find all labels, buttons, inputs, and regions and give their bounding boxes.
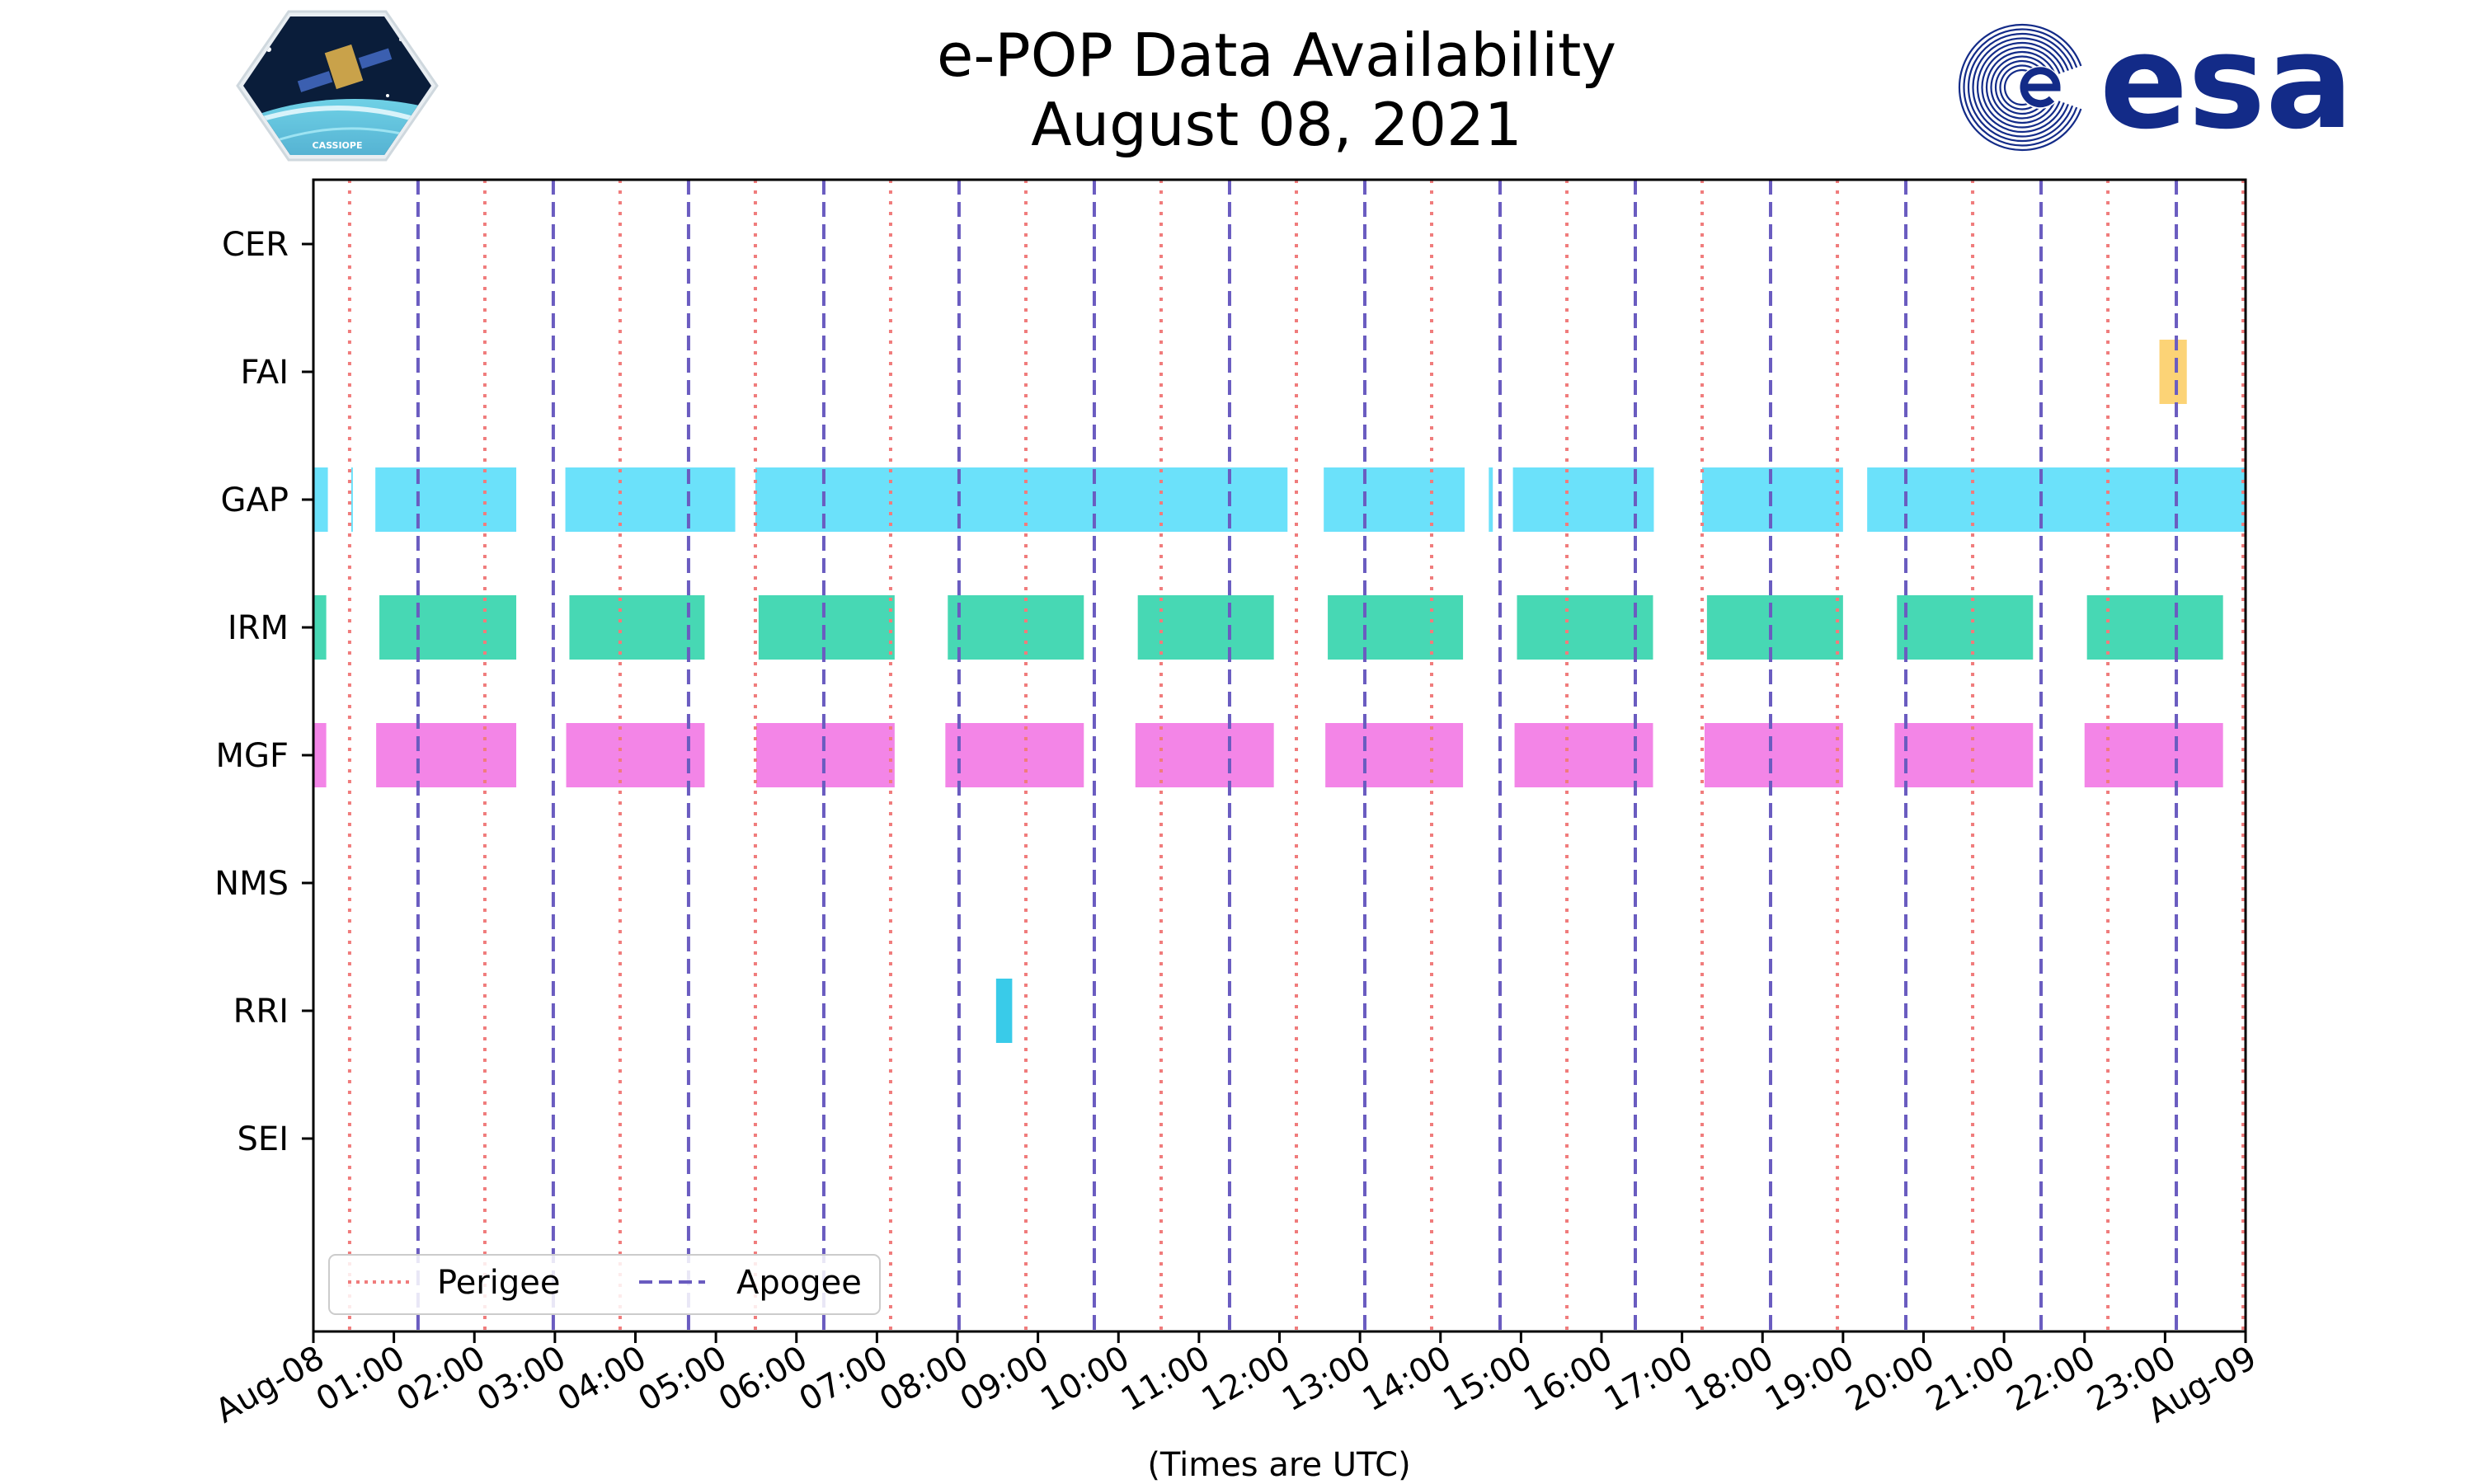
bar-gap-4 xyxy=(565,467,736,532)
x-tick-label-13:00: 13:00 xyxy=(1276,1339,1377,1419)
x-tick-label-06:00: 06:00 xyxy=(713,1339,814,1419)
y-axis: CER FAI GAP IRM MGF NMS RRI SEI xyxy=(214,226,313,1158)
x-tick-label-19:00: 19:00 xyxy=(1759,1339,1860,1419)
bar-mgf-6 xyxy=(1135,723,1274,787)
x-tick-label-14:00: 14:00 xyxy=(1357,1339,1458,1419)
bar-irm-2 xyxy=(379,595,517,660)
esa-swirl-arc-2 xyxy=(1963,28,2078,147)
data-bars xyxy=(313,340,2246,1043)
x-tick-label-01:00: 01:00 xyxy=(310,1339,412,1419)
bar-mgf-7 xyxy=(1325,723,1464,787)
bar-gap-9 xyxy=(1702,467,1843,532)
bar-rri-1 xyxy=(995,979,1013,1043)
bar-gap-6 xyxy=(1324,467,1465,532)
esa-logo: esa xyxy=(1958,7,2354,158)
x-tick-label-02:00: 02:00 xyxy=(390,1339,492,1419)
x-tick-label-11:00: 11:00 xyxy=(1115,1339,1216,1419)
bar-mgf-4 xyxy=(755,723,895,787)
bar-irm-1 xyxy=(313,595,327,660)
esa-swirl-arc-5 xyxy=(1976,41,2065,134)
x-axis-label: (Times are UTC) xyxy=(1147,1446,1410,1484)
bar-irm-3 xyxy=(569,595,705,660)
bar-mgf-8 xyxy=(1514,723,1653,787)
esa-swirl-mark xyxy=(1958,23,2082,152)
orbit-event-lines xyxy=(347,180,2246,1331)
x-tick-label-18:00: 18:00 xyxy=(1678,1339,1780,1419)
chart-title-line-2: August 08, 2021 xyxy=(1031,90,1522,159)
bar-gap-5 xyxy=(755,467,1288,532)
x-tick-label-10:00: 10:00 xyxy=(1034,1339,1136,1419)
y-tick-label-fai: FAI xyxy=(241,354,289,392)
x-tick-label-15:00: 15:00 xyxy=(1437,1339,1539,1419)
bar-irm-5 xyxy=(948,595,1084,660)
legend-box xyxy=(328,1254,881,1315)
bar-gap-7 xyxy=(1489,467,1493,532)
x-tick-label-03:00: 03:00 xyxy=(471,1339,572,1419)
bar-gap-1 xyxy=(313,467,328,532)
y-tick-label-cer: CER xyxy=(222,226,289,264)
bar-mgf-11 xyxy=(2084,723,2223,787)
y-tick-label-mgf: MGF xyxy=(215,737,289,775)
bar-irm-4 xyxy=(758,595,895,660)
y-tick-label-gap: GAP xyxy=(221,481,289,519)
x-tick-label-21:00: 21:00 xyxy=(1920,1339,2021,1419)
esa-swirl-arc-10 xyxy=(1999,64,2044,110)
bar-gap-10 xyxy=(1867,467,2246,532)
x-tick-label-05:00: 05:00 xyxy=(632,1339,733,1419)
bar-mgf-1 xyxy=(313,723,327,787)
esa-swirl-arc-6 xyxy=(1981,46,2061,129)
legend: Perigee Apogee xyxy=(328,1254,881,1315)
bar-gap-2 xyxy=(350,467,353,532)
esa-swirl-arc-7 xyxy=(1985,50,2057,124)
x-tick-label-07:00: 07:00 xyxy=(793,1339,895,1419)
x-tick-label-17:00: 17:00 xyxy=(1598,1339,1700,1419)
esa-swirl-arc-4 xyxy=(1972,37,2069,138)
y-tick-label-irm: IRM xyxy=(228,609,289,647)
x-tick-label-20:00: 20:00 xyxy=(1840,1339,1941,1419)
bar-gap-3 xyxy=(375,467,517,532)
bar-mgf-3 xyxy=(566,723,705,787)
esa-swirl-arc-9 xyxy=(1994,59,2048,115)
y-tick-label-nms: NMS xyxy=(214,865,289,903)
legend-apogee-label: Apogee xyxy=(736,1264,862,1302)
bar-fai-1 xyxy=(2159,340,2187,404)
x-tick-label-22:00: 22:00 xyxy=(2001,1339,2102,1419)
bar-irm-7 xyxy=(1328,595,1464,660)
bar-mgf-10 xyxy=(1894,723,2034,787)
bar-mgf-2 xyxy=(376,723,517,787)
x-tick-label-09:00: 09:00 xyxy=(954,1339,1056,1419)
esa-swirl-arc-8 xyxy=(1990,55,2053,120)
x-tick-label-08:00: 08:00 xyxy=(873,1339,975,1419)
bar-irm-6 xyxy=(1137,595,1274,660)
esa-wordmark: esa xyxy=(2100,7,2354,158)
y-tick-label-sei: SEI xyxy=(238,1120,289,1158)
chart-title-line-1: e-POP Data Availability xyxy=(937,21,1616,90)
bar-irm-10 xyxy=(1897,595,2034,660)
bar-mgf-9 xyxy=(1704,723,1843,787)
esa-swirl-arc-3 xyxy=(1967,32,2074,143)
legend-perigee-label: Perigee xyxy=(437,1264,560,1302)
bar-mgf-5 xyxy=(945,723,1084,787)
x-tick-label-04:00: 04:00 xyxy=(552,1339,653,1419)
x-axis: Aug-0801:0002:0003:0004:0005:0006:0007:0… xyxy=(209,1331,2263,1430)
esa-swirl-arc-1 xyxy=(1958,23,2082,152)
cassiope-badge-text: CASSIOPE xyxy=(313,140,363,151)
x-tick-label-12:00: 12:00 xyxy=(1196,1339,1297,1419)
bar-gap-8 xyxy=(1512,467,1654,532)
y-tick-label-rri: RRI xyxy=(233,993,289,1031)
bar-irm-8 xyxy=(1517,595,1653,660)
bar-irm-9 xyxy=(1706,595,1843,660)
esa-swirl-e xyxy=(2020,67,2061,108)
x-tick-label-16:00: 16:00 xyxy=(1517,1339,1619,1419)
bar-irm-11 xyxy=(2086,595,2223,660)
